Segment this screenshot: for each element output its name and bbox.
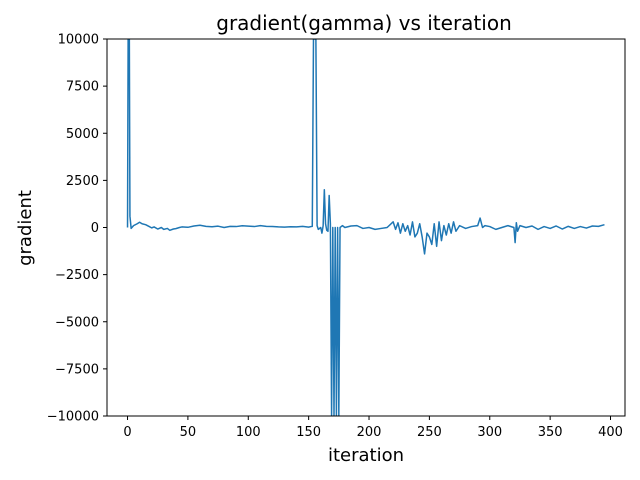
x-tick-label: 400 [598, 425, 623, 440]
x-tick-label: 300 [477, 425, 502, 440]
y-tick-label: −7500 [55, 362, 99, 377]
x-axis-title: iteration [328, 445, 404, 466]
y-tick-label: −5000 [55, 315, 99, 330]
x-tick-label: 0 [123, 425, 131, 440]
chart-title: gradient(gamma) vs iteration [216, 11, 512, 35]
y-tick-label: −10000 [47, 410, 99, 425]
x-tick-label: 50 [180, 425, 197, 440]
x-tick-label: 200 [357, 425, 382, 440]
y-tick-label: 0 [91, 221, 99, 236]
y-tick-label: 7500 [66, 80, 99, 95]
series-line-0 [126, 39, 605, 416]
x-tick-label: 100 [236, 425, 261, 440]
y-tick-label: 10000 [58, 33, 99, 48]
y-tick-label: 5000 [66, 127, 99, 142]
x-tick-label: 250 [417, 425, 442, 440]
y-tick-label: −2500 [55, 268, 99, 283]
y-tick-label: 2500 [66, 174, 99, 189]
x-tick-label: 350 [538, 425, 563, 440]
x-tick-label: 150 [296, 425, 321, 440]
y-axis-title: gradient [15, 190, 36, 266]
